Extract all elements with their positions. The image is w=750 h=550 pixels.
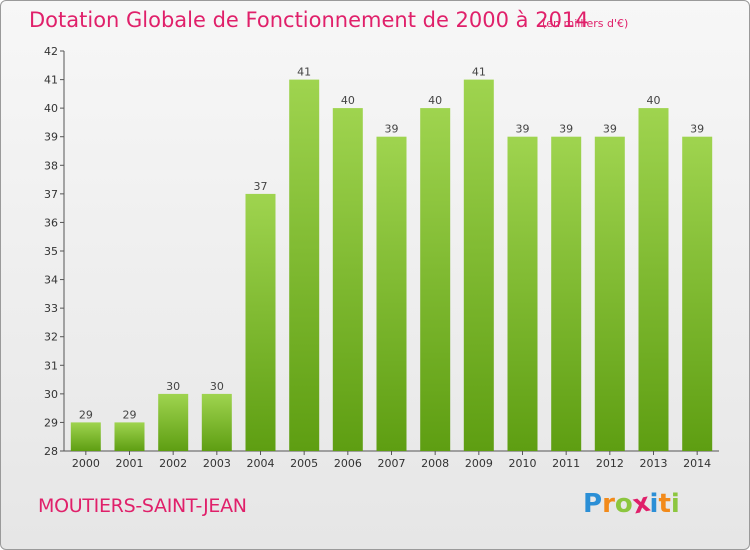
bar	[420, 108, 451, 451]
axes: 28 29 30 31 32 33 34 35 36 37 38 39 40 41 42 2000 2001 20…	[44, 45, 719, 470]
logo-letter: i	[649, 489, 659, 519]
proxiti-logo[interactable]: Proxiti	[583, 488, 680, 521]
x-tick-label: 2008	[421, 457, 449, 470]
y-tick-label: 39	[44, 131, 58, 144]
x-tick-label: 2003	[203, 457, 231, 470]
x-tick-label: 2002	[159, 457, 187, 470]
logo-letter: o	[614, 489, 633, 519]
bar	[594, 136, 625, 451]
data-label: 39	[690, 123, 704, 136]
x-tick-label: 2007	[378, 457, 406, 470]
y-tick-label: 38	[44, 159, 58, 172]
y-tick-label: 41	[44, 74, 58, 87]
bars	[70, 79, 713, 451]
data-label: 37	[254, 180, 268, 193]
bar	[70, 422, 101, 451]
x-tick-label: 2009	[465, 457, 493, 470]
bar	[201, 393, 232, 451]
y-tick-label: 36	[44, 216, 58, 229]
data-label: 30	[166, 380, 180, 393]
data-label: 41	[472, 66, 486, 79]
bar	[158, 393, 189, 451]
data-label: 39	[385, 123, 399, 136]
bar	[507, 136, 538, 451]
x-tick-label: 2010	[509, 457, 537, 470]
value-labels: 29 29 30 30 37 41 40 39 40 41 39 39 39 40 39	[79, 66, 704, 422]
y-tick-label: 35	[44, 245, 58, 258]
data-label: 40	[428, 94, 442, 107]
y-tick-label: 42	[44, 45, 58, 58]
bar	[376, 136, 407, 451]
logo-letter: i	[670, 489, 680, 519]
unit-note: (en milliers d'€)	[542, 17, 629, 30]
data-label: 40	[341, 94, 355, 107]
bar	[289, 79, 320, 451]
y-tick-label: 32	[44, 331, 58, 344]
bar	[463, 79, 494, 451]
y-tick-label: 33	[44, 302, 58, 315]
commune-name: MOUTIERS-SAINT-JEAN	[38, 495, 247, 517]
data-label: 29	[79, 408, 93, 421]
x-tick-label: 2006	[334, 457, 362, 470]
bar	[638, 108, 669, 451]
data-label: 41	[297, 66, 311, 79]
chart-title: Dotation Globale de Fonctionnement de 20…	[29, 8, 589, 32]
y-tick-label: 29	[44, 416, 58, 429]
logo-letter: r	[602, 489, 615, 519]
bar	[114, 422, 145, 451]
data-label: 40	[647, 94, 661, 107]
bar	[245, 193, 276, 451]
data-label: 39	[603, 123, 617, 136]
y-tick-label: 37	[44, 188, 58, 201]
logo-letter: t	[658, 489, 671, 519]
data-label: 29	[123, 408, 137, 421]
bar	[682, 136, 713, 451]
data-label: 39	[516, 123, 530, 136]
logo-letter: P	[583, 489, 603, 519]
bar	[551, 136, 582, 451]
x-tick-label: 2004	[247, 457, 275, 470]
x-tick-label: 2014	[683, 457, 711, 470]
bar	[332, 108, 363, 451]
y-tick-label: 34	[44, 274, 58, 287]
data-label: 39	[559, 123, 573, 136]
x-tick-label: 2013	[640, 457, 668, 470]
data-label: 30	[210, 380, 224, 393]
y-tick-label: 28	[44, 445, 58, 458]
x-tick-label: 2005	[290, 457, 318, 470]
x-tick-label: 2001	[116, 457, 144, 470]
x-tick-label: 2000	[72, 457, 100, 470]
x-tick-label: 2012	[596, 457, 624, 470]
x-tick-label: 2011	[552, 457, 580, 470]
y-tick-label: 31	[44, 359, 58, 372]
y-tick-label: 30	[44, 388, 58, 401]
y-tick-label: 40	[44, 102, 58, 115]
